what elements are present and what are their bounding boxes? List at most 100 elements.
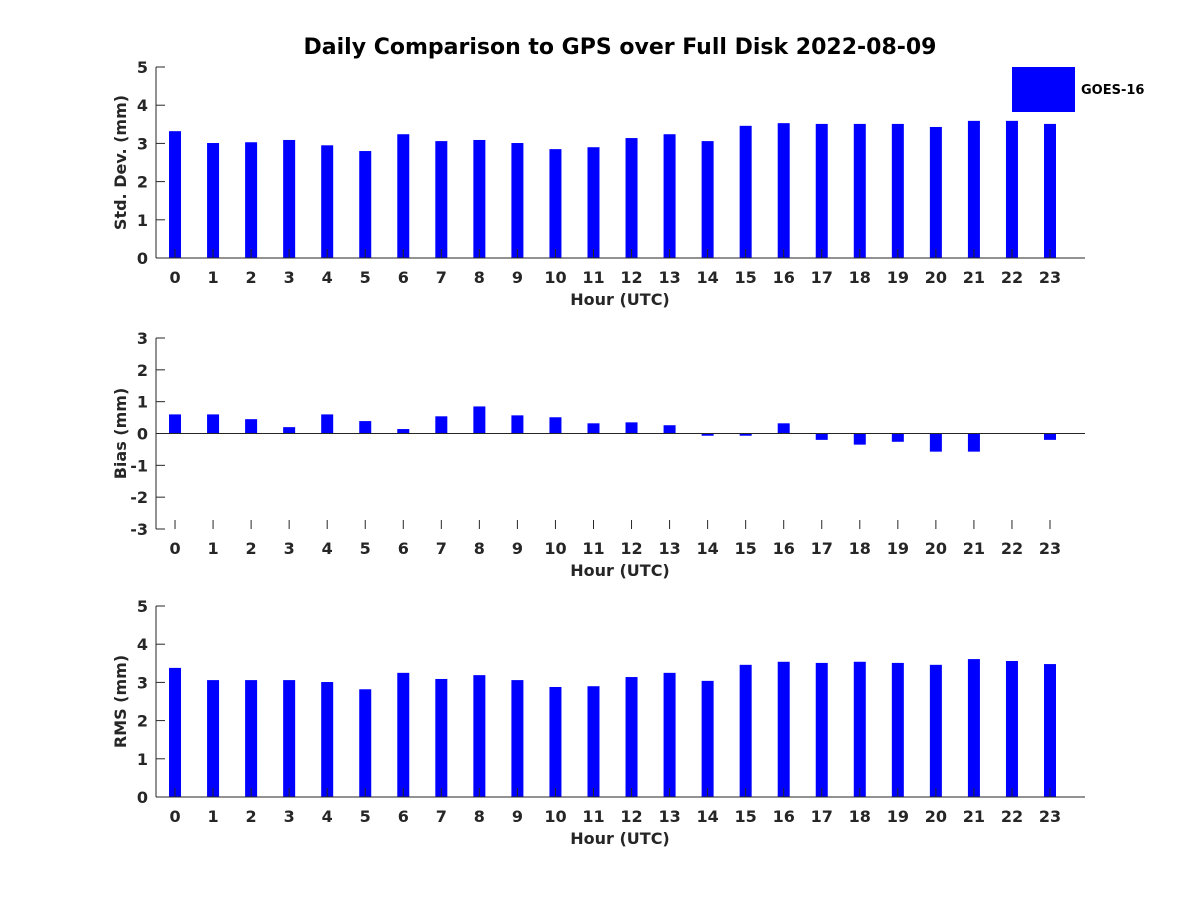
bar-hour-23 — [1044, 664, 1057, 797]
y-tick-label: -1 — [130, 456, 148, 475]
y-tick-label: 2 — [137, 173, 148, 192]
x-tick-label: 9 — [512, 268, 523, 287]
legend-swatch — [1012, 67, 1075, 112]
y-tick-label: 1 — [137, 211, 148, 230]
y-tick-label: 5 — [137, 58, 148, 77]
bar-hour-21 — [967, 433, 980, 452]
x-tick-label: 6 — [398, 268, 409, 287]
x-tick-label: 14 — [696, 268, 718, 287]
x-tick-label: 1 — [207, 268, 218, 287]
x-tick-label: 18 — [849, 539, 871, 558]
x-tick-label: 6 — [398, 807, 409, 826]
x-tick-label: 20 — [925, 539, 947, 558]
x-tick-label: 8 — [474, 807, 485, 826]
x-tick-label: 0 — [169, 268, 180, 287]
y-axis-label: RMS (mm) — [111, 655, 130, 748]
x-tick-label: 16 — [773, 807, 795, 826]
x-tick-label: 19 — [887, 268, 909, 287]
x-tick-label: 16 — [773, 539, 795, 558]
x-tick-label: 17 — [811, 807, 833, 826]
legend: GOES-16 — [1012, 67, 1144, 112]
x-tick-label: 15 — [735, 539, 757, 558]
bar-hour-2 — [245, 680, 258, 797]
y-tick-label: 2 — [137, 712, 148, 731]
y-tick-label: 4 — [137, 96, 148, 115]
bar-hour-6 — [397, 672, 410, 797]
y-tick-label: 3 — [137, 134, 148, 153]
x-tick-label: 4 — [322, 539, 333, 558]
x-tick-label: 8 — [474, 268, 485, 287]
x-tick-label: 5 — [360, 539, 371, 558]
x-tick-label: 3 — [284, 807, 295, 826]
x-tick-label: 2 — [246, 268, 257, 287]
bar-hour-13 — [663, 425, 676, 434]
y-axis-label: Std. Dev. (mm) — [111, 95, 130, 230]
x-tick-label: 15 — [735, 807, 757, 826]
bar-hour-12 — [625, 677, 638, 797]
bar-hour-15 — [739, 664, 752, 797]
x-tick-label: 7 — [436, 539, 447, 558]
x-tick-label: 17 — [811, 539, 833, 558]
x-tick-label: 20 — [925, 807, 947, 826]
y-tick-label: 1 — [137, 750, 148, 769]
x-tick-label: 18 — [849, 807, 871, 826]
bar-hour-15 — [739, 433, 752, 436]
x-tick-label: 13 — [658, 807, 680, 826]
bar-hour-20 — [929, 664, 942, 797]
x-axis-label: Hour (UTC) — [570, 829, 670, 848]
bar-hour-17 — [815, 662, 828, 797]
bar-hour-4 — [321, 414, 334, 434]
y-tick-label: 3 — [137, 329, 148, 348]
bar-hour-12 — [625, 422, 638, 434]
x-tick-label: 14 — [696, 807, 718, 826]
bar-hour-23 — [1044, 123, 1057, 258]
x-tick-label: 0 — [169, 807, 180, 826]
bar-hour-0 — [169, 414, 182, 434]
x-tick-label: 1 — [207, 539, 218, 558]
bar-hour-18 — [853, 661, 866, 797]
bar-hour-20 — [929, 433, 942, 452]
x-tick-label: 5 — [360, 807, 371, 826]
x-tick-label: 21 — [963, 539, 985, 558]
bar-hour-4 — [321, 682, 334, 797]
bar-hour-16 — [777, 123, 790, 259]
bar-hour-13 — [663, 672, 676, 797]
y-tick-label: 3 — [137, 673, 148, 692]
bar-hour-8 — [473, 139, 486, 258]
x-tick-label: 10 — [544, 268, 566, 287]
bar-hour-11 — [587, 147, 600, 258]
bar-hour-0 — [169, 131, 182, 258]
bar-hour-13 — [663, 134, 676, 258]
bar-hour-14 — [701, 141, 714, 258]
y-axis-label: Bias (mm) — [111, 388, 130, 480]
x-tick-label: 17 — [811, 268, 833, 287]
x-tick-label: 14 — [696, 539, 718, 558]
x-tick-label: 15 — [735, 268, 757, 287]
x-tick-label: 6 — [398, 539, 409, 558]
bar-hour-8 — [473, 406, 486, 434]
bar-hour-5 — [359, 421, 372, 434]
chart-title: Daily Comparison to GPS over Full Disk 2… — [304, 35, 937, 60]
bar-hour-0 — [169, 667, 182, 797]
x-tick-label: 4 — [322, 807, 333, 826]
x-tick-label: 23 — [1039, 268, 1061, 287]
bar-hour-7 — [435, 678, 448, 797]
bar-hour-6 — [397, 429, 410, 434]
bar-hour-16 — [777, 423, 790, 434]
x-tick-label: 2 — [246, 539, 257, 558]
bar-hour-9 — [511, 680, 524, 797]
x-tick-label: 4 — [322, 268, 333, 287]
bar-hour-15 — [739, 125, 752, 258]
bar-hour-10 — [549, 417, 562, 434]
x-axis-label: Hour (UTC) — [570, 290, 670, 309]
bar-hour-2 — [245, 142, 258, 258]
y-tick-label: 0 — [137, 425, 148, 444]
x-tick-label: 1 — [207, 807, 218, 826]
x-tick-label: 22 — [1001, 539, 1023, 558]
bar-hour-18 — [853, 123, 866, 258]
x-tick-label: 5 — [360, 268, 371, 287]
